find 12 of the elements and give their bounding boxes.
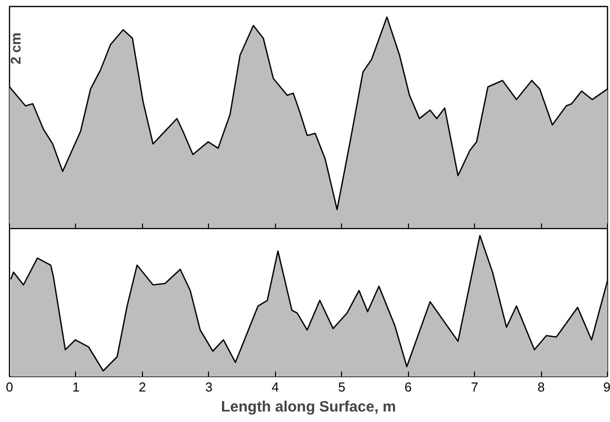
x-tick-label: 7 — [470, 380, 478, 394]
x-tick-label: 6 — [404, 380, 412, 394]
x-tick-label: 9 — [603, 380, 610, 394]
x-tick-label: 0 — [6, 380, 14, 394]
annotation: 2 cm — [8, 32, 24, 64]
x-tick-label: 3 — [205, 380, 212, 394]
x-tick-label: 8 — [537, 380, 545, 394]
x-tick-label: 1 — [72, 380, 80, 394]
x-tick-label: 4 — [272, 380, 279, 394]
x-tick-label: 5 — [338, 380, 346, 394]
x-tick-label: 2 — [138, 380, 146, 394]
x-axis-title: Length along Surface, m — [220, 398, 396, 416]
